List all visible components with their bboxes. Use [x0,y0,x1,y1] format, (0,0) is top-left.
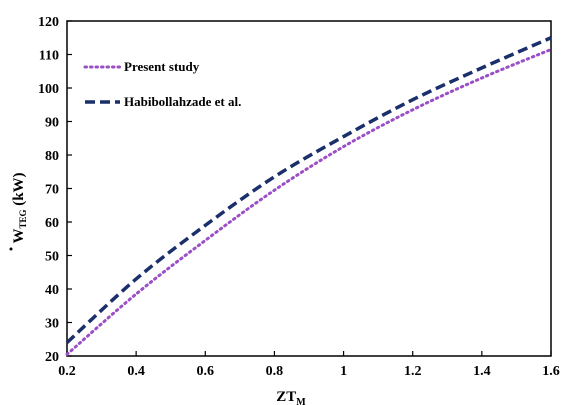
svg-text:ZTM: ZTM [276,389,306,405]
x-axis: 0.2 0.4 0.6 0.8 1 1.2 1.4 1.6 [58,351,560,379]
y-tick-label: 40 [45,283,59,298]
y-axis-title: WTEG (kW) [11,172,28,243]
x-axis-title-sub: M [296,397,306,405]
x-axis-title: ZTM [276,389,306,405]
y-tick-label: 90 [45,116,59,131]
svg-text:WTEG (kW): WTEG (kW) [11,172,28,243]
legend: Present study Habibollahzade et al. [83,59,241,109]
x-tick-label: 0.8 [266,364,284,379]
x-tick-label: 1.2 [404,364,422,379]
w-dot-accent [9,247,13,251]
y-tick-label: 120 [38,15,59,30]
series-line-present-study [65,47,553,356]
x-tick-label: 1 [340,364,347,379]
x-tick-label: 0.2 [58,364,76,379]
x-tick-label: 1.4 [473,364,491,379]
y-axis-title-main: W [11,229,27,244]
y-tick-label: 50 [45,250,59,265]
y-tick-label: 60 [45,216,59,231]
x-tick-label: 0.6 [197,364,215,379]
y-tick-label: 80 [45,149,59,164]
x-tick-label: 0.4 [127,364,145,379]
series-layer [65,36,553,356]
y-axis-title-sub: TEG [18,210,28,229]
series-line-habibollahzade [65,36,552,344]
legend-label-present-study: Present study [124,59,200,74]
y-tick-label: 20 [45,350,59,365]
legend-label-habibollahzade: Habibollahzade et al. [124,94,241,109]
x-tick-label: 1.6 [542,364,560,379]
x-axis-title-main: ZT [276,389,296,405]
y-tick-label: 30 [45,317,59,332]
y-tick-label: 100 [38,82,59,97]
y-tick-label: 70 [45,183,59,198]
y-axis-title-unit: (kW) [11,172,27,209]
y-axis: 20 30 40 50 60 70 80 90 100 110 120 [38,15,72,365]
y-tick-label: 110 [39,49,59,64]
